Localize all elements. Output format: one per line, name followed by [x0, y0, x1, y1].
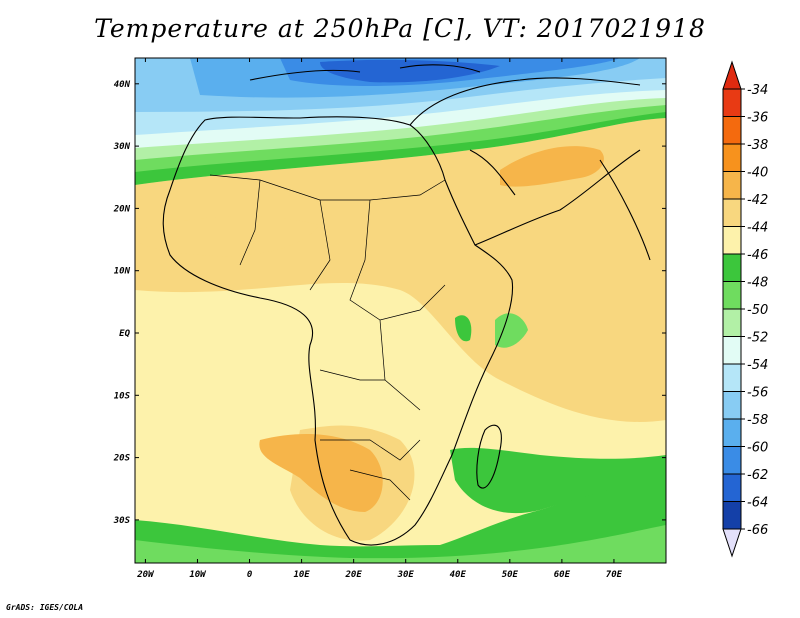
colorbar-swatch — [722, 446, 742, 475]
lon-label: 60E — [554, 570, 571, 580]
colorbar-swatch — [722, 143, 742, 172]
colorbar-label: -58 — [747, 413, 768, 428]
colorbar-label: -44 — [747, 221, 768, 236]
colorbar-swatch — [722, 116, 742, 145]
colorbar-label: -50 — [747, 303, 768, 318]
colorbar-swatch — [722, 363, 742, 392]
lon-label: 40E — [450, 570, 467, 580]
colorbar-label: -66 — [747, 523, 768, 538]
lon-label: 30E — [397, 570, 415, 580]
country-borders — [209, 174, 446, 501]
colorbar-swatch — [722, 473, 742, 502]
lat-label: 20S — [113, 454, 131, 464]
lon-label: 20W — [136, 570, 155, 580]
longitude-axis: 20W 10W 0 10E 20E 30E 40E 50E 60E 70E — [136, 58, 623, 580]
colorbar-label: -36 — [747, 111, 768, 126]
colorbar-label: -52 — [747, 331, 768, 346]
colorbar-label: -62 — [747, 468, 768, 483]
colorbar-label: -54 — [747, 358, 768, 373]
grads-credit: GrADS: IGES/COLA — [6, 603, 84, 612]
lon-label: 10E — [293, 570, 310, 580]
colorbar-swatch — [722, 226, 742, 255]
lat-label: 10N — [114, 267, 131, 277]
colorbar-label: -64 — [747, 496, 768, 511]
colorbar-swatch — [722, 171, 742, 200]
colorbar-label: -42 — [747, 193, 768, 208]
colorbar-swatch — [722, 253, 742, 282]
colorbar-swatch — [722, 198, 742, 227]
lat-label: 30N — [113, 142, 131, 152]
colorbar-label: -40 — [747, 166, 768, 181]
colorbar-swatch — [722, 336, 742, 365]
lon-label: 0 — [247, 570, 253, 580]
colorbar-top-cap — [722, 60, 742, 90]
temperature-field — [135, 58, 666, 563]
colorbar-label: -38 — [747, 138, 768, 153]
lat-label: 30S — [113, 516, 131, 526]
colorbar-swatch — [722, 501, 742, 530]
colorbar-label: -48 — [747, 276, 768, 291]
lon-label: 70E — [606, 570, 623, 580]
colorbar-label: -60 — [747, 441, 768, 456]
lat-label: 10S — [114, 391, 131, 401]
plot-frame — [134, 57, 667, 564]
lat-label: 20N — [113, 204, 131, 214]
lon-label: 50E — [502, 570, 519, 580]
lat-label: EQ — [119, 329, 130, 339]
colorbar-swatch — [722, 308, 742, 337]
colorbar-label: -56 — [747, 386, 768, 401]
map-title: Temperature at 250hPa [C], VT: 201702191… — [94, 14, 706, 43]
colorbar: -34 -36 -38 -40 -42 -44 -46 -48 -50 -52 -54 -56 -58 -… — [722, 60, 768, 558]
colorbar-swatch — [722, 281, 742, 310]
colorbar-label: -34 — [747, 83, 768, 98]
lat-label: 40N — [114, 80, 131, 90]
latitude-axis: 40N 30N 20N 10N EQ 10S 20S 30S — [113, 80, 666, 526]
colorbar-swatch — [722, 88, 742, 117]
lon-label: 10W — [189, 570, 207, 580]
colorbar-swatch — [722, 418, 742, 447]
colorbar-label: -46 — [747, 248, 768, 263]
colorbar-bottom-cap — [722, 528, 742, 558]
lon-label: 20E — [345, 570, 363, 580]
colorbar-swatch — [722, 391, 742, 420]
coastlines — [162, 64, 651, 546]
